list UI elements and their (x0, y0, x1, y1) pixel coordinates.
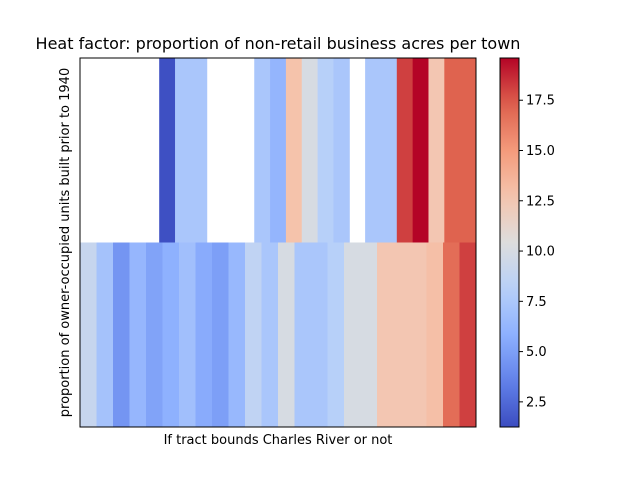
heatmap-cell (318, 58, 334, 243)
chart-title: Heat factor: proportion of non-retail bu… (36, 34, 521, 53)
heatmap-cell (286, 58, 302, 243)
heatmap-cell (365, 58, 397, 243)
heatmap-cell (80, 243, 97, 428)
colorbar-tick-label: 10.0 (526, 245, 555, 260)
heatmap-cell (397, 58, 413, 243)
heatmap-cell (179, 243, 196, 428)
heatmap-cell (427, 243, 444, 428)
colorbar-tick-label: 7.5 (526, 295, 547, 310)
heatmap-cells (80, 58, 477, 428)
heatmap-cell (97, 243, 114, 428)
colorbar-ticks: 2.5 5.0 7.5 10.0 12.5 15.0 17.5 (519, 94, 555, 411)
heatmap-cell (175, 58, 207, 243)
heatmap-cell (163, 243, 180, 428)
heatmap-cell (278, 243, 295, 428)
y-axis-label: proportion of owner-occupied units built… (58, 68, 73, 417)
heatmap-cell (196, 243, 213, 428)
heatmap-cell (344, 243, 378, 428)
heatmap-cell (377, 243, 427, 428)
heatmap-cell (262, 243, 279, 428)
heatmap-cell (333, 58, 349, 243)
heatmap-cell (159, 58, 175, 243)
heatmap-cell (328, 243, 345, 428)
heatmap-cell (113, 243, 130, 428)
colorbar-tick-label: 15.0 (526, 144, 555, 159)
heatmap-cell (443, 243, 460, 428)
heatmap-cell (428, 58, 444, 243)
heatmap-cell (146, 243, 163, 428)
heatmap-cell (254, 58, 270, 243)
heatmap-cell (295, 243, 329, 428)
heatmap-cell (413, 58, 429, 243)
heatmap-cell (460, 243, 477, 428)
colorbar-tick-label: 5.0 (526, 345, 547, 360)
colorbar-tick-label: 17.5 (526, 94, 555, 109)
heatmap-cell (444, 58, 476, 243)
colorbar-tick-label: 2.5 (526, 395, 547, 410)
colorbar-tick-label: 12.5 (526, 194, 555, 209)
heatmap-cell (245, 243, 262, 428)
colorbar (500, 58, 519, 427)
heatmap-cell (229, 243, 246, 428)
heatmap-cell (302, 58, 318, 243)
heatmap-cell (270, 58, 286, 243)
x-axis-label: If tract bounds Charles River or not (164, 433, 393, 448)
heatmap-cell (212, 243, 229, 428)
heatmap-cell (130, 243, 147, 428)
